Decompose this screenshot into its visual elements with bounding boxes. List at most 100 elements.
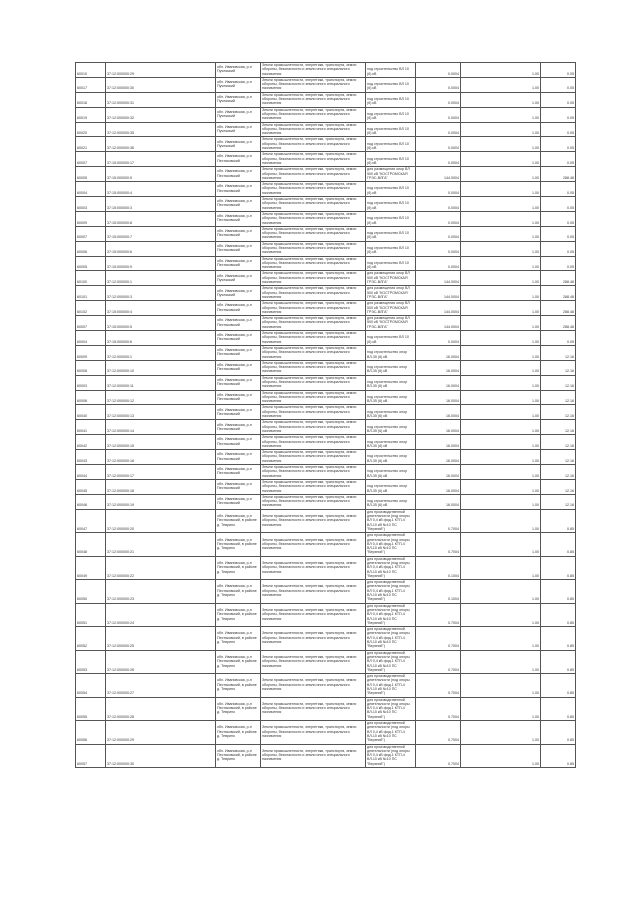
row-id-cell: 60042 xyxy=(75,434,106,451)
coefficient-cell: 1.00 xyxy=(460,493,541,510)
amount-cell: 0.85 xyxy=(540,508,576,534)
permitted-use-cell: для размещения опор ВЛ 500 кВ "КОСТРОМСК… xyxy=(365,270,416,287)
amount-cell: 0.05 xyxy=(540,210,576,227)
coefficient-cell: 1.00 xyxy=(460,225,541,242)
address-cell: обл. Ивановская, р-н Пучежский xyxy=(215,106,261,123)
cadastral-number-cell: 37:12:000000:29 xyxy=(105,720,216,745)
land-category-cell: Земли промышленности, энергетики, трансп… xyxy=(260,255,366,272)
permitted-use-cell: под строительство ВЛ 10 (6) кВ xyxy=(365,196,416,212)
permitted-use-cell: под строительство опор ВЛ-35 (6) кВ xyxy=(365,419,416,436)
address-cell: обл. Ивановская, р-н Пестяковский, в рай… xyxy=(215,626,261,651)
row-id-cell: 60006 xyxy=(75,389,106,406)
row-id-cell: 60054 xyxy=(75,673,106,698)
amount-cell: 0.85 xyxy=(540,720,576,745)
row-id-cell: 60008 xyxy=(75,359,106,376)
table-row: 60020 37:12:000000:35 обл. Ивановская, р-н… xyxy=(75,121,576,138)
address-cell: обл. Ивановская, р-н Пестяковский xyxy=(215,240,261,257)
land-category-cell: Земли промышленности, энергетики, трансп… xyxy=(260,555,366,581)
row-id-cell: 60006 xyxy=(75,240,106,257)
row-id-cell: 60004 xyxy=(75,181,106,198)
amount-cell: 12.16 xyxy=(540,374,576,391)
table-row: 60004 37:15:000000:6 обл. Ивановская, р-н … xyxy=(75,330,576,346)
table-row: 60007 37:15:000000:17 обл. Ивановская, р-н… xyxy=(75,151,576,168)
amount-cell: 0.05 xyxy=(540,136,576,153)
amount-cell: 0.05 xyxy=(540,225,576,242)
table-row: 60053 37:12:000000:26 обл. Ивановская, р-н… xyxy=(75,649,576,675)
address-cell: обл. Ивановская, р-н Пестяковский xyxy=(215,404,261,421)
coefficient-cell: 1.00 xyxy=(460,555,541,581)
cadastral-number-cell: 37:12:000000:1 xyxy=(105,344,216,361)
row-id-cell: 60018 xyxy=(75,91,106,108)
table-row: 60003 37:12:000000:11 обл. Ивановская, р-н… xyxy=(75,374,576,391)
area-cell: 0.0004 xyxy=(415,62,461,78)
permitted-use-cell: под строительство ВЛ 10 (6) кВ xyxy=(365,136,416,153)
permitted-use-cell: для производственной деятельности (под о… xyxy=(365,696,416,722)
table-row: 60007 37:15:000000:7 обл. Ивановская, р-н … xyxy=(75,225,576,242)
land-category-cell: Земли промышленности, энергетики, трансп… xyxy=(260,136,366,153)
address-cell: обл. Ивановская, р-н Пестяковский xyxy=(215,419,261,436)
coefficient-cell: 1.00 xyxy=(460,404,541,421)
cadastral-number-cell: 37:12:000000:23 xyxy=(105,579,216,604)
address-cell: обл. Ивановская, р-н Пестяковский, в рай… xyxy=(215,696,261,722)
address-cell: обл. Ивановская, р-н Пестяковский xyxy=(215,330,261,346)
coefficient-cell: 1.00 xyxy=(460,62,541,78)
area-cell: 16.0004 xyxy=(415,464,461,480)
row-id-cell: 60055 xyxy=(75,696,106,722)
address-cell: обл. Ивановская, р-н Пестяковский, в рай… xyxy=(215,673,261,698)
coefficient-cell: 1.00 xyxy=(460,696,541,722)
cadastral-number-cell: 37:15:000000:5 xyxy=(105,315,216,332)
permitted-use-cell: под строительство ВЛ 10 (6) кВ xyxy=(365,255,416,272)
land-category-cell: Земли промышленности, энергетики, трансп… xyxy=(260,419,366,436)
row-id-cell: 60043 xyxy=(75,449,106,466)
table-row: 60102 37:15:000000:4 обл. Ивановская, р-н … xyxy=(75,300,576,317)
amount-cell: 0.05 xyxy=(540,181,576,198)
address-cell: обл. Ивановская, р-н Пестяковский, в рай… xyxy=(215,579,261,604)
coefficient-cell: 1.00 xyxy=(460,602,541,628)
cadastral-number-cell: 37:15:000000:7 xyxy=(105,225,216,242)
table-row: 60019 37:12:000000:32 обл. Ивановская, р-н… xyxy=(75,106,576,123)
coefficient-cell: 1.00 xyxy=(460,136,541,153)
cadastral-number-cell: 37:12:000000:16 xyxy=(105,449,216,466)
area-cell: 0.1004 xyxy=(415,579,461,604)
amount-cell: 12.16 xyxy=(540,389,576,406)
cadastral-number-cell: 37:12:000000:22 xyxy=(105,555,216,581)
land-category-cell: Земли промышленности, энергетики, трансп… xyxy=(260,106,366,123)
row-id-cell: 60005 xyxy=(75,255,106,272)
area-cell: 0.7004 xyxy=(415,696,461,722)
permitted-use-cell: для размещения опор ВЛ 500 кВ "КОСТРОМСК… xyxy=(365,166,416,183)
address-cell: обл. Ивановская, р-н Пучежский xyxy=(215,270,261,287)
area-cell: 0.0004 xyxy=(415,106,461,123)
area-cell: 0.7004 xyxy=(415,720,461,745)
area-cell: 0.7004 xyxy=(415,743,461,769)
area-cell: 0.1004 xyxy=(415,555,461,581)
land-category-cell: Земли промышленности, энергетики, трансп… xyxy=(260,285,366,302)
cadastral-number-cell: 37:15:000000:5 xyxy=(105,166,216,183)
area-cell: 0.0004 xyxy=(415,240,461,257)
address-cell: обл. Ивановская, р-н Пестяковский xyxy=(215,344,261,361)
permitted-use-cell: под строительство опор ВЛ-35 (6) кВ xyxy=(365,449,416,466)
area-cell: 0.0004 xyxy=(415,181,461,198)
cadastral-number-cell: 37:12:000000:14 xyxy=(105,419,216,436)
row-id-cell: 60021 xyxy=(75,136,106,153)
address-cell: обл. Ивановская, р-н Пестяковский, в рай… xyxy=(215,508,261,534)
address-cell: обл. Ивановская, р-н Пестяковский xyxy=(215,464,261,480)
coefficient-cell: 1.00 xyxy=(460,196,541,212)
table-row: 60040 37:12:000000:13 обл. Ивановская, р-н… xyxy=(75,404,576,421)
cadastral-number-cell: 37:12:000000:36 xyxy=(105,136,216,153)
permitted-use-cell: под строительство ВЛ 10 (6) кВ xyxy=(365,330,416,346)
cadastral-number-cell: 37:12:000000:27 xyxy=(105,673,216,698)
permitted-use-cell: под строительство опор ВЛ-35 (6) кВ xyxy=(365,344,416,361)
land-category-cell: Земли промышленности, энергетики, трансп… xyxy=(260,478,366,495)
amount-cell: 12.16 xyxy=(540,419,576,436)
permitted-use-cell: под строительство ВЛ 10 (6) кВ xyxy=(365,151,416,168)
coefficient-cell: 1.00 xyxy=(460,449,541,466)
area-cell: 144.0004 xyxy=(415,166,461,183)
area-cell: 0.0004 xyxy=(415,255,461,272)
row-id-cell: 60007 xyxy=(75,225,106,242)
table-row: 60006 37:15:000000:6 обл. Ивановская, р-н … xyxy=(75,240,576,257)
coefficient-cell: 1.00 xyxy=(460,270,541,287)
cadastral-number-cell: 37:12:000000:11 xyxy=(105,374,216,391)
land-category-cell: Земли промышленности, энергетики, трансп… xyxy=(260,743,366,769)
coefficient-cell: 1.00 xyxy=(460,374,541,391)
coefficient-cell: 1.00 xyxy=(460,478,541,495)
